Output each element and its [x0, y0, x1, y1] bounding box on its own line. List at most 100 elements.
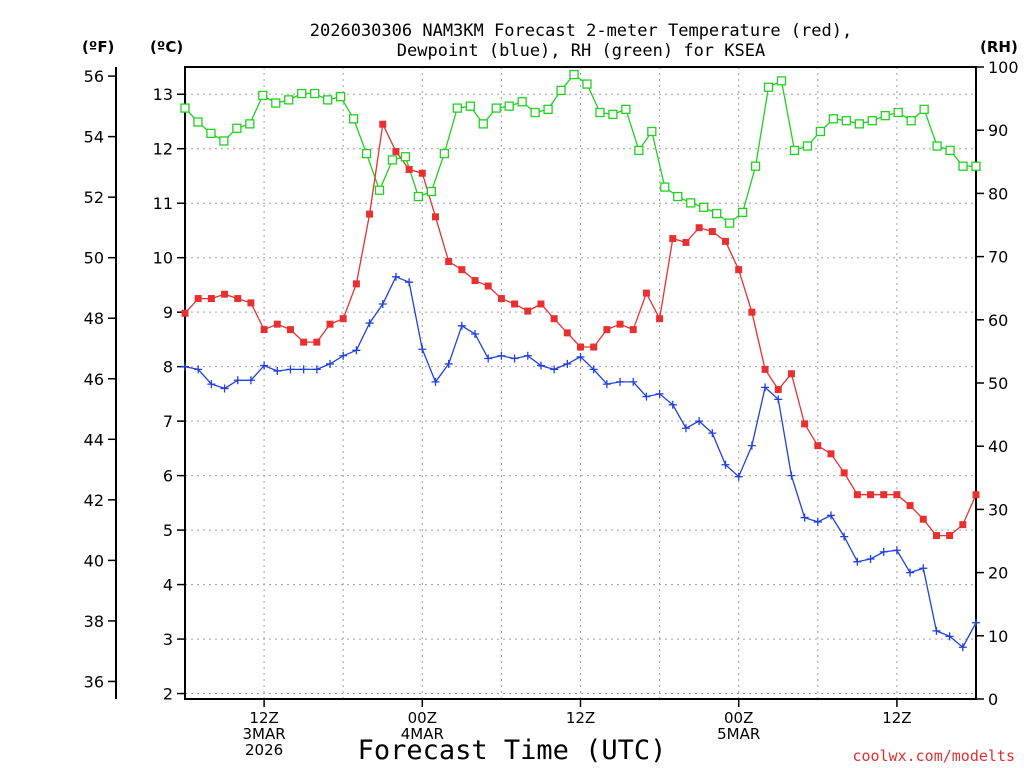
- rh-tick-label: 70: [988, 248, 1008, 267]
- temperature-marker: [550, 315, 558, 323]
- rh-tick-label: 30: [988, 500, 1008, 519]
- fahrenheit-tick-label: 42: [84, 491, 104, 510]
- dewpoint-marker: [444, 359, 453, 368]
- dewpoint-marker: [352, 346, 361, 355]
- temperature-marker: [972, 491, 980, 499]
- rh-tick-label: 10: [988, 627, 1008, 646]
- dewpoint-marker: [866, 554, 875, 563]
- rh-marker: [413, 191, 424, 202]
- rh-unit-label: (RH): [980, 38, 1018, 56]
- rh-marker: [310, 88, 320, 99]
- dewpoint-marker: [906, 568, 915, 577]
- rh-marker: [322, 95, 333, 105]
- rh-marker: [893, 107, 903, 118]
- rh-marker: [245, 119, 255, 129]
- temperature-marker: [286, 326, 294, 334]
- rh-tick-label: 80: [988, 184, 1008, 203]
- x-tick-label: 3MAR: [243, 725, 286, 743]
- temperature-marker: [524, 307, 532, 315]
- rh-tick-label: 100: [988, 58, 1019, 77]
- x-tick-label: 4MAR: [401, 725, 444, 743]
- dewpoint-marker: [734, 472, 743, 481]
- dewpoint-marker: [523, 351, 532, 360]
- rh-marker: [673, 191, 683, 202]
- temperature-marker: [669, 235, 677, 243]
- dewpoint-marker: [919, 564, 928, 573]
- temperature-marker: [352, 280, 360, 288]
- tick-labels: 2345678910111213363840424446485052545601…: [84, 58, 1019, 759]
- temperature-marker: [722, 237, 730, 245]
- dewpoint-marker: [497, 351, 506, 360]
- rh-marker: [750, 161, 761, 171]
- dewpoint-marker: [563, 359, 572, 368]
- rh-marker: [880, 111, 890, 121]
- celsius-tick-label: 2: [163, 685, 173, 704]
- celsius-tick-label: 4: [163, 576, 173, 595]
- dewpoint-marker: [418, 345, 427, 354]
- rh-marker: [556, 85, 566, 96]
- temperature-marker: [458, 266, 466, 274]
- celsius-tick-label: 8: [163, 358, 173, 377]
- x-tick-label: 12Z: [249, 709, 278, 727]
- dewpoint-marker: [326, 359, 335, 368]
- dewpoint-marker: [747, 441, 756, 450]
- temperature-marker: [221, 290, 229, 298]
- rh-marker: [867, 116, 877, 126]
- temperature-marker: [418, 169, 426, 177]
- rh-marker: [686, 198, 696, 208]
- temperature-marker: [827, 450, 835, 458]
- rh-marker: [595, 107, 605, 118]
- dewpoint-marker: [207, 380, 216, 389]
- rh-tick-label: 50: [988, 374, 1008, 393]
- temperature-marker: [880, 491, 888, 499]
- rh-marker: [582, 79, 592, 89]
- dewpoint-marker: [721, 460, 730, 469]
- temperature-marker: [682, 238, 690, 246]
- rh-marker: [297, 88, 307, 99]
- dewpoint-marker: [405, 278, 414, 287]
- temperature-marker: [194, 295, 202, 303]
- dewpoint-marker: [536, 361, 545, 370]
- rh-marker: [258, 90, 268, 101]
- celsius-tick-label: 3: [163, 630, 173, 649]
- x-tick-label: 12Z: [566, 709, 595, 727]
- dewpoint-marker: [945, 632, 954, 641]
- rh-marker: [971, 161, 981, 171]
- temperature-marker: [761, 365, 769, 373]
- fahrenheit-tick-label: 40: [84, 551, 104, 570]
- fahrenheit-tick-label: 36: [84, 672, 104, 691]
- axes: [108, 66, 984, 707]
- chart-title-line1: 2026030306 NAM3KM Forecast 2-meter Tempe…: [310, 21, 852, 41]
- rh-marker: [400, 152, 411, 162]
- fahrenheit-tick-label: 44: [84, 430, 104, 449]
- rh-marker: [374, 185, 385, 195]
- dewpoint-marker: [194, 365, 203, 374]
- temperature-marker: [537, 300, 545, 308]
- dewpoint-marker: [826, 511, 835, 520]
- temperature-marker: [313, 338, 321, 346]
- dewpoint-marker: [629, 377, 638, 386]
- celsius-tick-label: 11: [153, 194, 173, 213]
- temperature-marker: [366, 210, 374, 218]
- rh-marker: [776, 76, 787, 86]
- rh-marker: [699, 202, 709, 212]
- rh-marker: [828, 114, 839, 124]
- celsius-tick-label: 12: [153, 140, 173, 159]
- rh-marker: [958, 161, 968, 171]
- temperature-marker: [919, 515, 927, 523]
- dewpoint-marker: [391, 272, 400, 281]
- rh-tick-label: 0: [988, 690, 998, 709]
- rh-marker: [945, 145, 955, 156]
- rh-marker: [789, 145, 800, 156]
- rh-marker: [854, 119, 864, 129]
- temperature-marker: [616, 320, 624, 328]
- dewpoint-marker: [655, 389, 664, 398]
- temperature-marker: [260, 326, 268, 334]
- rh-marker: [232, 123, 242, 133]
- rh-marker: [543, 104, 553, 114]
- temperature-marker: [300, 338, 308, 346]
- dewpoint-marker: [668, 400, 677, 409]
- temperature-marker: [867, 491, 875, 499]
- rh-marker: [660, 182, 670, 192]
- celsius-tick-label: 5: [163, 521, 173, 540]
